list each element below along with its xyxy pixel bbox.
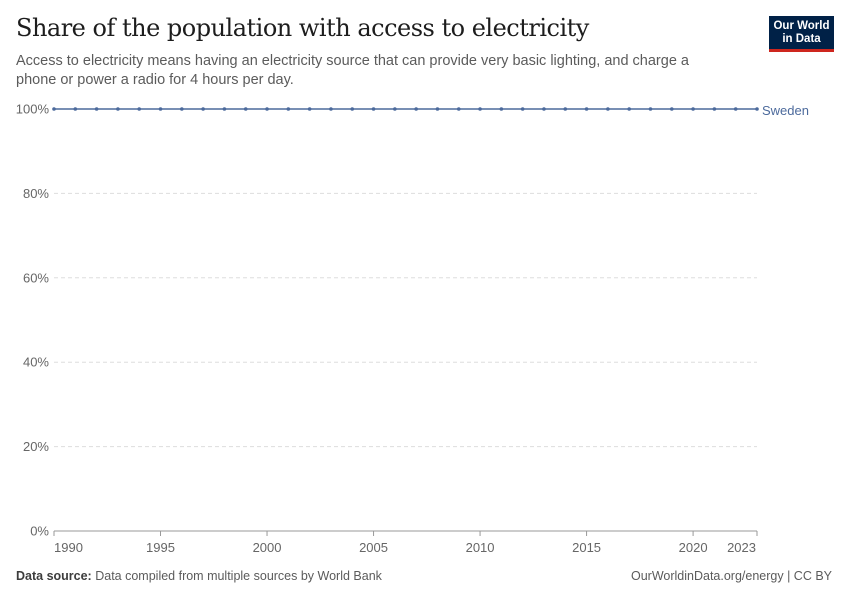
series-label: Sweden [762,103,809,118]
data-point [393,107,397,111]
data-point [563,107,568,111]
x-tick-label: 2005 [359,540,388,555]
data-point [648,107,653,111]
data-point [265,107,269,111]
data-point [414,107,418,111]
data-point [180,107,184,111]
data-point [499,107,504,111]
data-point [520,107,525,111]
chart-title: Share of the population with access to e… [16,14,589,42]
x-tick-label: 1995 [146,540,175,555]
data-point [712,107,717,111]
y-tick-label: 20% [23,439,49,454]
data-point [733,107,738,111]
data-point [669,107,674,111]
data-point [606,107,610,111]
chart-subtitle: Access to electricity means having an el… [16,53,689,88]
data-point [307,107,312,111]
x-tick-label: 1990 [54,540,83,555]
data-point [350,107,355,111]
x-tick-label: 2010 [466,540,495,555]
data-point [435,107,440,111]
data-source: Data source: Data compiled from multiple… [16,569,382,583]
x-tick-label: 2000 [253,540,282,555]
data-point [158,107,163,111]
data-point [456,107,461,111]
y-tick-label: 80% [23,186,49,201]
data-point [691,107,695,111]
data-source-label: Data source: [16,569,92,583]
data-point [243,107,248,111]
data-point [116,107,120,111]
credit-link[interactable]: OurWorldinData.org/energy | CC BY [630,569,832,583]
data-point [478,107,482,111]
data-point [201,107,205,111]
data-point [371,107,376,111]
data-point [329,107,333,111]
x-tick-label: 2023 [727,540,756,555]
y-tick-label: 60% [23,270,49,285]
data-point [94,107,99,111]
data-point [73,107,78,111]
data-point [137,107,142,111]
logo-text: Our World in Data [773,20,830,45]
data-point [627,107,631,111]
y-tick-label: 100% [16,102,50,117]
data-point [222,107,227,111]
data-point [755,107,759,111]
data-source-text: Data compiled from multiple sources by W… [95,569,382,583]
y-tick-label: 40% [23,355,49,370]
data-point [542,107,546,111]
data-point [584,107,589,111]
x-tick-label: 2015 [572,540,601,555]
owid-logo[interactable]: Our World in Data [769,16,834,52]
data-point [52,107,56,111]
data-point [286,107,291,111]
x-tick-label: 2020 [679,540,708,555]
y-tick-label: 0% [30,524,49,539]
